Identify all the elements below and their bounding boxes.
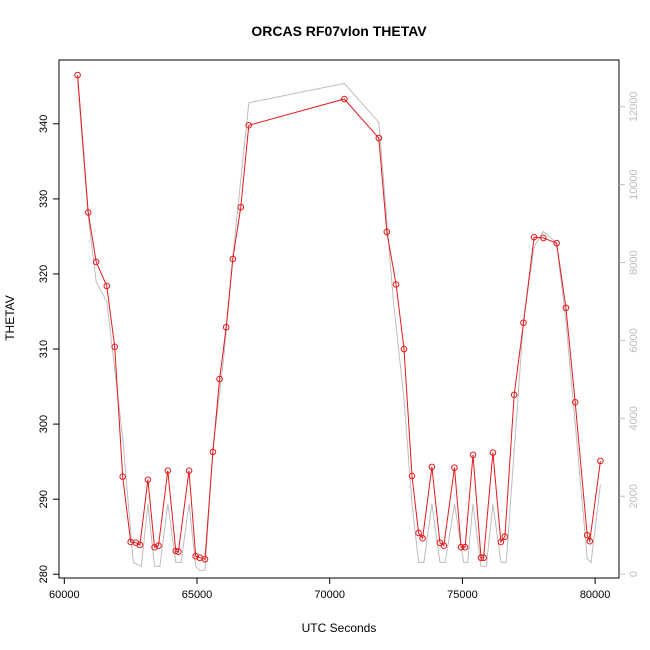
data-point bbox=[175, 548, 182, 556]
y2-tick-label: 8000 bbox=[628, 250, 640, 274]
data-point bbox=[520, 319, 527, 327]
data-point bbox=[383, 228, 391, 236]
data-point bbox=[497, 538, 505, 546]
data-point bbox=[119, 473, 126, 480]
y-tick-label: 340 bbox=[38, 115, 50, 133]
data-point bbox=[164, 467, 172, 474]
data-point bbox=[84, 209, 92, 216]
data-point bbox=[144, 476, 152, 483]
data-point bbox=[415, 529, 422, 537]
chart-title: ORCAS RF07vlon THETAV bbox=[251, 23, 427, 39]
data-point bbox=[489, 449, 497, 456]
data-point bbox=[222, 323, 230, 331]
data-point bbox=[151, 543, 158, 551]
data-point bbox=[74, 71, 81, 79]
y-tick-label: 330 bbox=[38, 190, 50, 208]
data-point bbox=[562, 304, 570, 312]
data-point bbox=[477, 554, 485, 562]
data-point bbox=[172, 547, 180, 555]
y-tick-label: 320 bbox=[38, 265, 50, 283]
y-axis-right: 0 2000 4000 6000 8000 10000 12000 bbox=[619, 91, 640, 577]
data-point bbox=[469, 451, 477, 459]
data-point bbox=[583, 531, 591, 539]
x-tick-label: 60000 bbox=[49, 589, 80, 601]
gray-series-line bbox=[77, 81, 601, 571]
data-point bbox=[553, 239, 560, 247]
data-point bbox=[341, 95, 348, 103]
data-point bbox=[457, 543, 465, 551]
data-point bbox=[428, 463, 436, 471]
data-point bbox=[103, 282, 111, 290]
y-tick-label: 280 bbox=[38, 565, 50, 583]
data-point bbox=[451, 464, 458, 471]
x-tick-label: 75000 bbox=[447, 589, 478, 601]
data-point bbox=[392, 281, 400, 288]
data-point bbox=[237, 203, 245, 211]
data-point bbox=[201, 555, 209, 563]
series-layer bbox=[74, 71, 604, 571]
data-point bbox=[375, 134, 383, 142]
y-axis-label: THETAV bbox=[3, 295, 17, 341]
x-tick-label: 65000 bbox=[182, 589, 213, 601]
data-point bbox=[185, 467, 193, 474]
data-point bbox=[136, 541, 144, 549]
y-axis-left: 280 290 300 310 320 330 340 bbox=[38, 115, 59, 583]
data-point bbox=[216, 375, 223, 383]
data-point bbox=[155, 542, 162, 550]
y-tick-label: 310 bbox=[38, 340, 50, 358]
plot-frame bbox=[58, 59, 620, 579]
y-tick-label: 300 bbox=[38, 415, 50, 433]
data-point bbox=[480, 554, 487, 562]
data-point bbox=[510, 391, 518, 399]
data-point bbox=[597, 457, 604, 465]
data-point bbox=[192, 552, 199, 560]
y2-tick-label: 2000 bbox=[628, 484, 640, 508]
data-point bbox=[400, 345, 408, 353]
data-point bbox=[408, 472, 416, 480]
data-point bbox=[111, 343, 119, 351]
data-point bbox=[586, 537, 594, 545]
data-point bbox=[209, 448, 217, 456]
data-point bbox=[92, 258, 100, 266]
data-point bbox=[440, 542, 448, 550]
y2-tick-label: 4000 bbox=[628, 406, 640, 430]
x-tick-label: 80000 bbox=[580, 589, 611, 601]
data-point bbox=[461, 543, 469, 551]
y2-tick-label: 6000 bbox=[628, 328, 640, 352]
data-point bbox=[501, 533, 509, 541]
data-point bbox=[571, 399, 579, 406]
y2-tick-label: 0 bbox=[628, 571, 640, 577]
y2-tick-label: 12000 bbox=[628, 91, 640, 122]
data-point bbox=[229, 255, 237, 263]
data-point bbox=[540, 234, 547, 242]
y2-tick-label: 10000 bbox=[628, 169, 640, 200]
data-point bbox=[419, 534, 426, 542]
x-axis-label: UTC Seconds bbox=[302, 621, 377, 635]
y-tick-label: 290 bbox=[38, 490, 50, 508]
x-tick-label: 70000 bbox=[314, 589, 345, 601]
data-point bbox=[245, 122, 253, 129]
red-series-line bbox=[77, 74, 601, 560]
data-point bbox=[530, 233, 538, 241]
x-axis: 60000 65000 70000 75000 80000 bbox=[49, 578, 610, 601]
